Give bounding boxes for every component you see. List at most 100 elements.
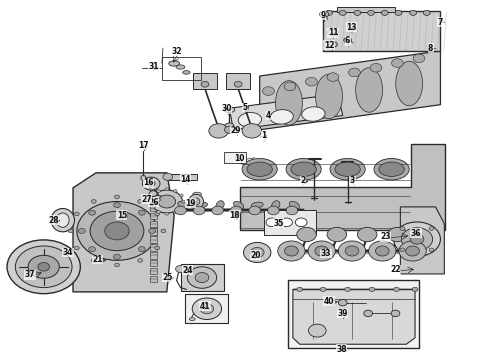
Ellipse shape [242,158,277,180]
Circle shape [338,241,366,261]
Text: 10: 10 [234,154,245,163]
Circle shape [74,246,79,250]
Text: 29: 29 [230,126,241,135]
Circle shape [281,218,293,226]
Circle shape [401,228,433,251]
Circle shape [249,206,261,215]
Bar [150,221,157,227]
Circle shape [320,287,326,292]
Polygon shape [73,173,174,292]
Bar [180,264,223,291]
Ellipse shape [225,123,234,128]
Circle shape [138,258,143,262]
Circle shape [173,211,177,213]
Circle shape [429,227,434,230]
Bar [226,73,250,89]
Text: 1: 1 [261,131,266,140]
Circle shape [89,210,96,215]
Ellipse shape [286,158,321,180]
Circle shape [201,81,209,87]
Circle shape [89,247,96,252]
Ellipse shape [330,158,365,180]
Circle shape [339,10,346,15]
Circle shape [250,247,264,257]
Circle shape [224,126,234,134]
Circle shape [348,68,360,77]
Ellipse shape [169,61,179,66]
Circle shape [400,227,405,230]
Text: 31: 31 [149,62,159,71]
Circle shape [410,10,416,15]
Text: 17: 17 [138,141,148,150]
Text: 25: 25 [163,273,173,282]
Ellipse shape [379,162,404,176]
Circle shape [284,82,296,91]
Circle shape [155,246,160,250]
Text: 18: 18 [229,211,240,220]
Ellipse shape [335,162,360,176]
Circle shape [179,194,183,197]
Ellipse shape [356,68,383,112]
Text: 30: 30 [221,104,232,113]
Circle shape [354,10,361,15]
Ellipse shape [235,156,244,160]
Circle shape [193,206,205,215]
Text: 40: 40 [324,297,334,306]
Circle shape [192,298,221,319]
Text: 9: 9 [320,10,326,19]
Circle shape [315,246,329,256]
Circle shape [297,227,317,242]
Bar [150,189,157,195]
Circle shape [155,212,160,216]
Text: 15: 15 [117,211,127,220]
Text: 28: 28 [48,216,59,225]
Circle shape [375,246,389,256]
Circle shape [369,287,375,292]
Polygon shape [293,289,415,344]
Circle shape [423,10,430,15]
Bar [150,236,157,243]
Text: 34: 34 [63,248,74,257]
Circle shape [297,287,303,292]
Bar [150,252,157,258]
Text: 38: 38 [337,345,347,354]
Circle shape [320,11,329,18]
Circle shape [7,240,80,294]
Circle shape [165,212,169,215]
Text: 27: 27 [141,195,151,204]
Text: 35: 35 [273,219,283,228]
Circle shape [412,287,418,292]
Bar [337,7,395,12]
Ellipse shape [196,202,207,208]
Ellipse shape [178,201,188,209]
Circle shape [309,324,326,337]
Circle shape [391,310,400,317]
Circle shape [181,200,185,203]
Circle shape [400,248,405,252]
Bar [185,294,228,323]
Circle shape [410,234,424,244]
Circle shape [266,218,278,226]
Circle shape [278,241,305,261]
Bar [150,228,157,235]
Circle shape [150,194,154,197]
Text: 16: 16 [143,178,153,187]
Circle shape [344,287,350,292]
Bar [264,210,317,234]
Polygon shape [229,94,343,130]
Text: 3: 3 [350,176,355,185]
Circle shape [143,177,160,190]
Ellipse shape [234,201,244,209]
Circle shape [158,195,175,208]
Text: 26: 26 [148,198,158,207]
Text: 7: 7 [438,18,443,27]
Text: 33: 33 [321,249,331,258]
Circle shape [357,227,377,242]
Bar [224,152,246,163]
Ellipse shape [216,201,224,210]
Circle shape [395,10,402,15]
Ellipse shape [271,201,280,210]
Text: 24: 24 [182,266,193,275]
Text: 6: 6 [345,36,350,45]
Ellipse shape [374,158,409,180]
